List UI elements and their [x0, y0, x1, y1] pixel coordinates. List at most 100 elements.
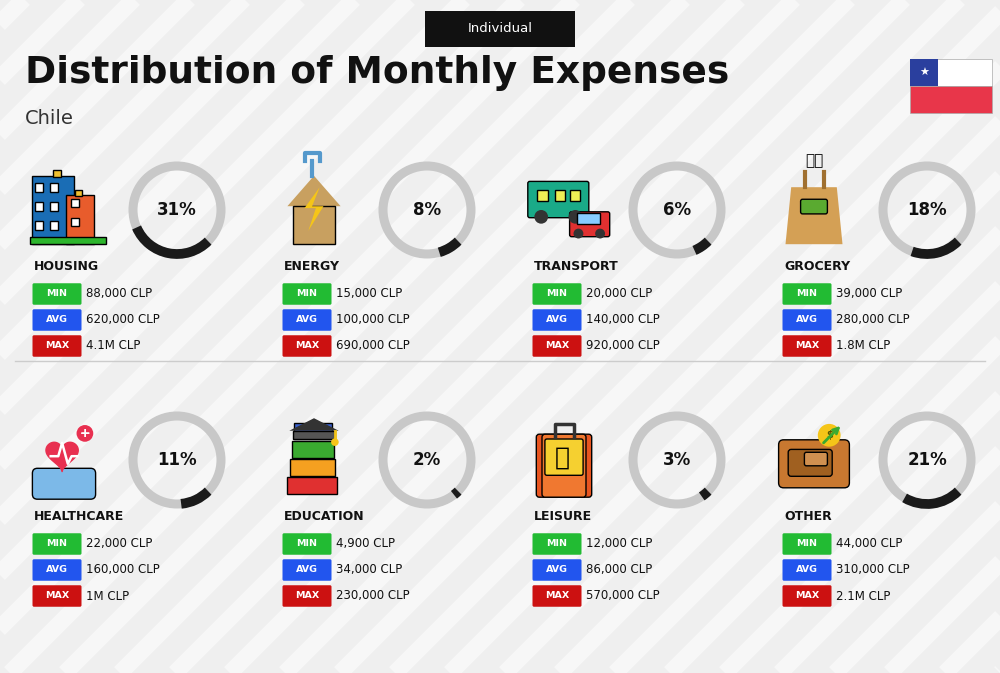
Text: AVG: AVG — [296, 565, 318, 575]
Text: AVG: AVG — [546, 316, 568, 324]
FancyBboxPatch shape — [283, 335, 332, 357]
FancyBboxPatch shape — [66, 194, 94, 244]
Text: 34,000 CLP: 34,000 CLP — [336, 563, 402, 577]
FancyBboxPatch shape — [577, 213, 600, 224]
FancyBboxPatch shape — [570, 190, 580, 201]
Text: OTHER: OTHER — [784, 509, 832, 522]
Text: MAX: MAX — [45, 592, 69, 600]
Text: Individual: Individual — [468, 22, 532, 36]
FancyBboxPatch shape — [294, 423, 332, 439]
Text: HOUSING: HOUSING — [34, 260, 99, 273]
FancyBboxPatch shape — [542, 434, 586, 497]
Text: 🥕🥬: 🥕🥬 — [805, 153, 823, 168]
Text: AVG: AVG — [546, 565, 568, 575]
Text: AVG: AVG — [46, 565, 68, 575]
Text: 31%: 31% — [157, 201, 197, 219]
FancyBboxPatch shape — [425, 11, 575, 47]
Text: Chile: Chile — [25, 108, 74, 127]
FancyBboxPatch shape — [532, 283, 582, 305]
Text: MAX: MAX — [795, 341, 819, 351]
Text: 4.1M CLP: 4.1M CLP — [86, 339, 140, 353]
FancyBboxPatch shape — [783, 335, 832, 357]
Text: MAX: MAX — [545, 341, 569, 351]
FancyBboxPatch shape — [910, 86, 992, 113]
Text: 88,000 CLP: 88,000 CLP — [86, 287, 152, 301]
FancyBboxPatch shape — [35, 221, 43, 229]
FancyBboxPatch shape — [283, 586, 332, 607]
Text: 920,000 CLP: 920,000 CLP — [586, 339, 660, 353]
FancyBboxPatch shape — [554, 190, 565, 201]
FancyBboxPatch shape — [35, 184, 43, 192]
Text: GROCERY: GROCERY — [784, 260, 850, 273]
Text: AVG: AVG — [796, 565, 818, 575]
Text: 21%: 21% — [907, 451, 947, 469]
FancyBboxPatch shape — [287, 477, 337, 494]
FancyBboxPatch shape — [32, 468, 96, 499]
Text: AVG: AVG — [796, 316, 818, 324]
Text: 100,000 CLP: 100,000 CLP — [336, 314, 410, 326]
Text: ENERGY: ENERGY — [284, 260, 340, 273]
Text: EDUCATION: EDUCATION — [284, 509, 365, 522]
Text: 620,000 CLP: 620,000 CLP — [86, 314, 160, 326]
Text: AVG: AVG — [46, 316, 68, 324]
FancyBboxPatch shape — [536, 434, 592, 497]
Text: 570,000 CLP: 570,000 CLP — [586, 590, 660, 602]
FancyBboxPatch shape — [783, 533, 832, 555]
Text: 230,000 CLP: 230,000 CLP — [336, 590, 410, 602]
FancyBboxPatch shape — [292, 441, 334, 458]
Text: 18%: 18% — [907, 201, 947, 219]
FancyBboxPatch shape — [779, 439, 849, 488]
FancyBboxPatch shape — [32, 559, 82, 581]
FancyBboxPatch shape — [537, 190, 548, 201]
Text: 310,000 CLP: 310,000 CLP — [836, 563, 910, 577]
Circle shape — [569, 210, 582, 223]
Text: 15,000 CLP: 15,000 CLP — [336, 287, 402, 301]
FancyBboxPatch shape — [783, 586, 832, 607]
Text: MIN: MIN — [546, 540, 568, 548]
FancyBboxPatch shape — [50, 184, 58, 192]
Text: +: + — [80, 427, 90, 440]
Text: MAX: MAX — [45, 341, 69, 351]
Text: 2%: 2% — [413, 451, 441, 469]
Text: LEISURE: LEISURE — [534, 509, 592, 522]
Text: MAX: MAX — [545, 592, 569, 600]
FancyBboxPatch shape — [804, 452, 827, 466]
Text: MAX: MAX — [795, 592, 819, 600]
Circle shape — [818, 424, 841, 447]
Text: MAX: MAX — [295, 592, 319, 600]
Polygon shape — [287, 176, 341, 206]
Text: 86,000 CLP: 86,000 CLP — [586, 563, 652, 577]
Text: 2.1M CLP: 2.1M CLP — [836, 590, 890, 602]
Text: 1.8M CLP: 1.8M CLP — [836, 339, 890, 353]
FancyBboxPatch shape — [783, 310, 832, 330]
Text: 44,000 CLP: 44,000 CLP — [836, 538, 902, 551]
Circle shape — [573, 229, 583, 238]
Text: 280,000 CLP: 280,000 CLP — [836, 314, 910, 326]
Text: 690,000 CLP: 690,000 CLP — [336, 339, 410, 353]
FancyBboxPatch shape — [910, 59, 938, 86]
Text: MAX: MAX — [295, 341, 319, 351]
Text: ★: ★ — [919, 67, 929, 77]
FancyBboxPatch shape — [35, 203, 43, 211]
Text: 4,900 CLP: 4,900 CLP — [336, 538, 395, 551]
Text: MIN: MIN — [796, 540, 818, 548]
Polygon shape — [46, 442, 78, 472]
FancyBboxPatch shape — [293, 206, 335, 244]
Text: 160,000 CLP: 160,000 CLP — [86, 563, 160, 577]
FancyBboxPatch shape — [532, 586, 582, 607]
FancyBboxPatch shape — [32, 335, 82, 357]
FancyBboxPatch shape — [32, 533, 82, 555]
Text: TRANSPORT: TRANSPORT — [534, 260, 619, 273]
FancyBboxPatch shape — [532, 310, 582, 330]
FancyBboxPatch shape — [53, 170, 61, 176]
FancyBboxPatch shape — [283, 533, 332, 555]
Text: 🛍: 🛍 — [555, 446, 570, 469]
Text: 8%: 8% — [413, 201, 441, 219]
Text: 20,000 CLP: 20,000 CLP — [586, 287, 652, 301]
FancyBboxPatch shape — [788, 450, 832, 476]
FancyBboxPatch shape — [32, 310, 82, 330]
FancyBboxPatch shape — [71, 199, 79, 207]
Text: 140,000 CLP: 140,000 CLP — [586, 314, 660, 326]
Circle shape — [595, 229, 605, 238]
Text: AVG: AVG — [296, 316, 318, 324]
